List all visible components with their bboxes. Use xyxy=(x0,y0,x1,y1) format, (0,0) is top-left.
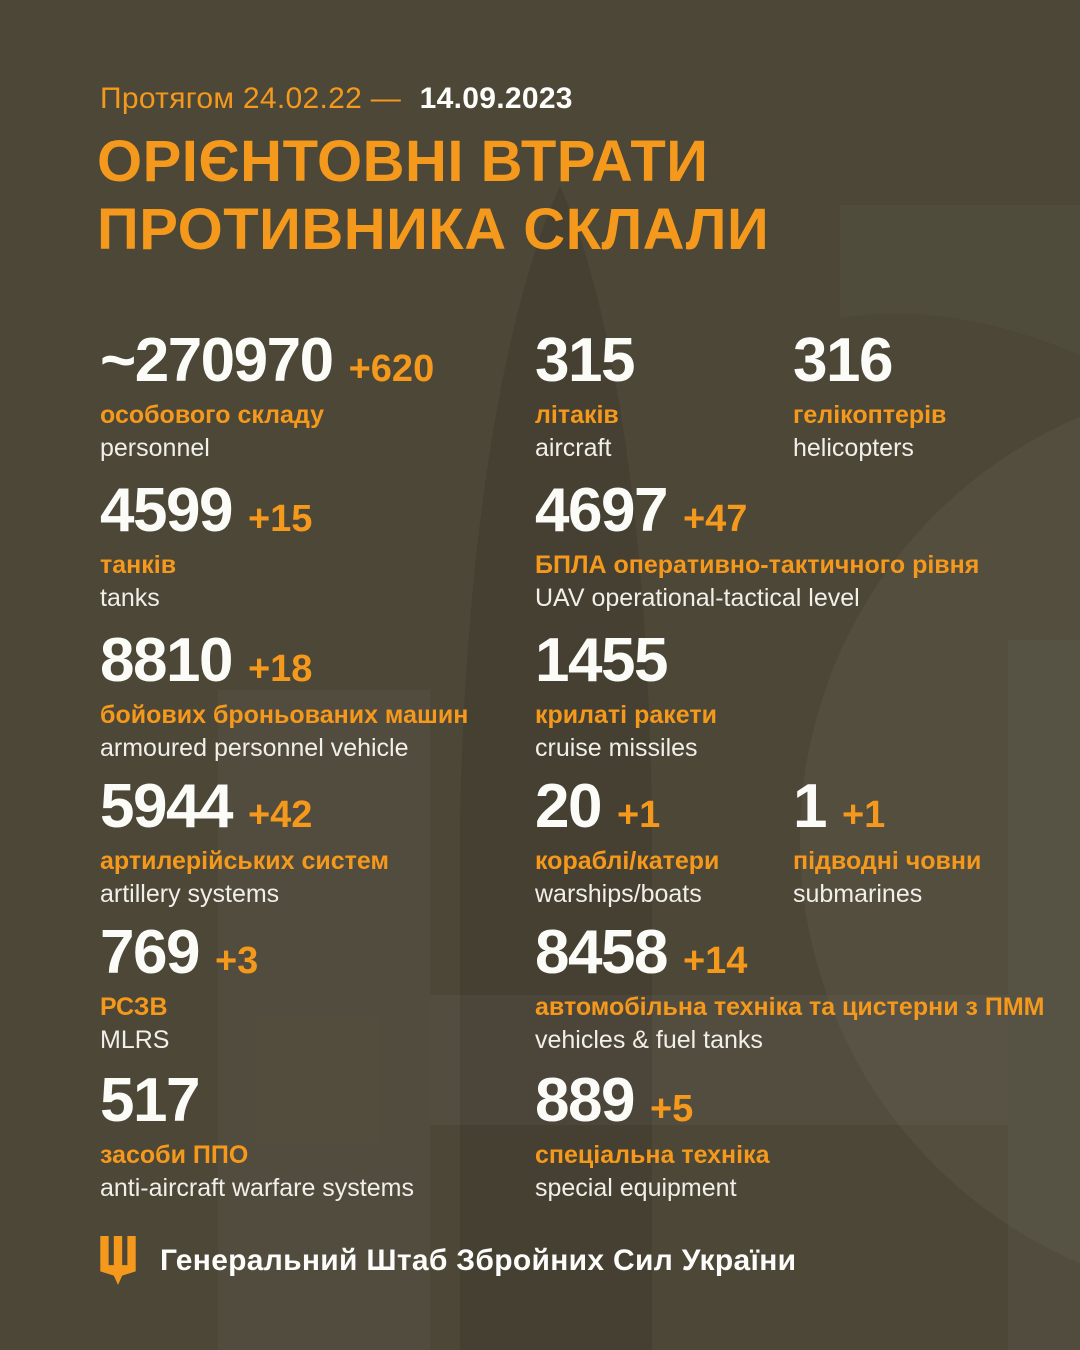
stat-label-en: helicopters xyxy=(793,433,914,462)
stat-aircraft: 315 літаків aircraft xyxy=(535,330,650,464)
stat-delta: +620 xyxy=(348,348,435,390)
stat-delta: +42 xyxy=(247,794,313,836)
stat-label-ua: крилаті ракети xyxy=(535,701,717,729)
stat-label-en: personnel xyxy=(100,433,210,462)
stat-aa-systems: 517 засоби ППО anti-aircraft warfare sys… xyxy=(100,1070,414,1204)
stat-value: 769 xyxy=(100,918,200,987)
footer: Генеральний Штаб Збройних Сил України xyxy=(100,1236,796,1286)
stat-value: 889 xyxy=(535,1066,635,1135)
stat-value: 517 xyxy=(100,1066,200,1135)
stat-label-en: artillery systems xyxy=(100,879,280,908)
stat-value: 4599 xyxy=(100,476,233,545)
stat-apc: 8810 +18 бойових броньованих машин armour… xyxy=(100,630,468,764)
report-period: Протягом 24.02.22 — 14.09.2023 xyxy=(100,82,573,116)
period-prefix: Протягом 24.02.22 — xyxy=(100,82,401,115)
stat-delta: +1 xyxy=(616,794,661,836)
stat-value: ~270970 xyxy=(100,326,334,395)
stat-label-en: tanks xyxy=(100,583,160,612)
stat-mlrs: 769 +3 РСЗВ MLRS xyxy=(100,922,258,1056)
stat-label-ua: бойових броньованих машин xyxy=(100,701,469,729)
stat-value: 8458 xyxy=(535,918,668,987)
stat-label-ua: підводні човни xyxy=(793,847,982,875)
stat-label-ua: літаків xyxy=(535,401,619,429)
stat-warships: 20 +1 кораблі/катери warships/boats xyxy=(535,776,719,910)
stat-label-ua: особового складу xyxy=(100,401,325,429)
stat-label-ua: БПЛА оперативно-тактичного рівня xyxy=(535,551,980,579)
stat-value: 20 xyxy=(535,772,602,841)
stat-value: 5944 xyxy=(100,772,233,841)
stat-label-en: special equipment xyxy=(535,1173,737,1202)
report-date: 14.09.2023 xyxy=(419,82,573,115)
stat-label-en: armoured personnel vehicle xyxy=(100,733,409,762)
stat-label-en: vehicles & fuel tanks xyxy=(535,1025,763,1054)
stat-personnel: ~270970 +620 особового складу personnel xyxy=(100,330,434,464)
stat-label-ua: кораблі/катери xyxy=(535,847,720,875)
stat-label-ua: спеціальна техніка xyxy=(535,1141,770,1169)
stat-submarines: 1 +1 підводні човни submarines xyxy=(793,776,981,910)
stat-delta: +47 xyxy=(682,498,748,540)
stat-label-en: UAV operational-tactical level xyxy=(535,583,860,612)
stat-label-ua: танків xyxy=(100,551,177,579)
stat-label-ua: автомобільна техніка та цистерни з ПММ xyxy=(535,993,1045,1021)
stat-label-en: aircraft xyxy=(535,433,612,462)
stat-label-en: submarines xyxy=(793,879,923,908)
stat-label-en: anti-aircraft warfare systems xyxy=(100,1173,414,1202)
stat-label-en: cruise missiles xyxy=(535,733,698,762)
stat-label-ua: засоби ППО xyxy=(100,1141,249,1169)
page-title: ОРІЄНТОВНІ ВТРАТИ ПРОТИВНИКА СКЛАЛИ xyxy=(97,128,769,264)
stat-value: 316 xyxy=(793,326,893,395)
stat-delta: +3 xyxy=(214,940,259,982)
stat-delta: +14 xyxy=(682,940,748,982)
stat-helicopters: 316 гелікоптерів helicopters xyxy=(793,330,946,464)
stat-delta: +18 xyxy=(247,648,313,690)
stat-label-en: MLRS xyxy=(100,1025,170,1054)
stat-label-en: warships/boats xyxy=(535,879,702,908)
stat-delta: +15 xyxy=(247,498,313,540)
stat-tanks: 4599 +15 танків tanks xyxy=(100,480,312,614)
stat-delta: +1 xyxy=(841,794,886,836)
stat-vehicles: 8458 +14 автомобільна техніка та цистерни… xyxy=(535,922,1045,1056)
stat-label-ua: РСЗВ xyxy=(100,993,168,1021)
stat-special-equipment: 889 +5 спеціальна техніка special equipme… xyxy=(535,1070,770,1204)
stat-delta: +5 xyxy=(649,1088,694,1130)
stat-value: 8810 xyxy=(100,626,233,695)
stat-artillery: 5944 +42 артилерійських систем artillery … xyxy=(100,776,389,910)
stat-label-ua: гелікоптерів xyxy=(793,401,947,429)
stat-uav: 4697 +47 БПЛА оперативно-тактичного рівня… xyxy=(535,480,979,614)
stat-value: 1455 xyxy=(535,626,668,695)
trident-icon xyxy=(100,1236,136,1285)
stat-label-ua: артилерійських систем xyxy=(100,847,389,875)
stat-value: 4697 xyxy=(535,476,668,545)
stat-value: 1 xyxy=(793,772,827,841)
title-line-1: ОРІЄНТОВНІ ВТРАТИ xyxy=(97,129,709,194)
title-line-2: ПРОТИВНИКА СКЛАЛИ xyxy=(97,196,770,262)
stat-value: 315 xyxy=(535,326,635,395)
stat-cruise-missiles: 1455 крилаті ракети cruise missiles xyxy=(535,630,717,764)
organization-name: Генеральний Штаб Збройних Сил України xyxy=(160,1244,797,1277)
